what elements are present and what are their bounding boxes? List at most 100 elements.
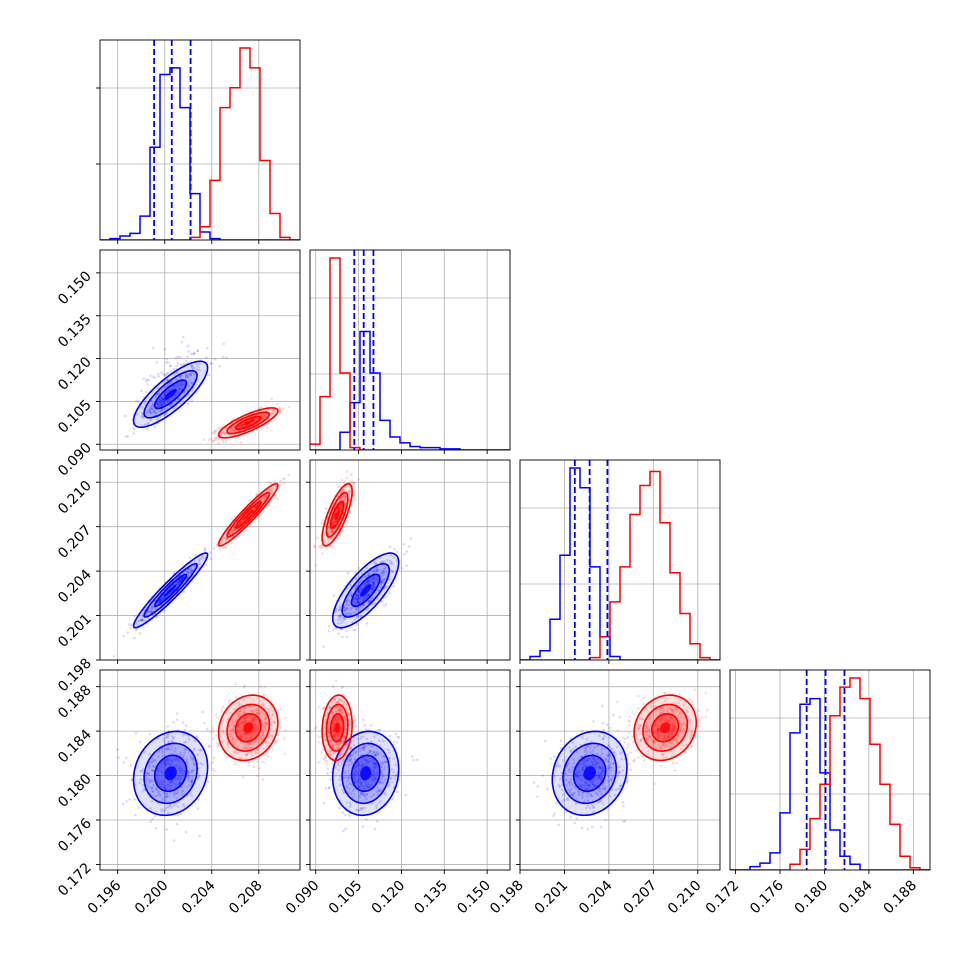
scatter-point [221, 719, 225, 723]
scatter-point [150, 800, 154, 803]
scatter-point [191, 388, 194, 392]
scatter-point [323, 734, 326, 737]
scatter-point [165, 390, 168, 394]
scatter-point [370, 587, 374, 591]
scatter-point [174, 378, 178, 381]
scatter-point [228, 698, 231, 702]
scatter-point [238, 521, 242, 525]
scatter-point [237, 436, 240, 439]
scatter-point [348, 814, 352, 818]
scatter-point [371, 583, 374, 587]
scatter-point [343, 494, 346, 498]
scatter-point [149, 779, 153, 782]
scatter-point [220, 438, 224, 442]
scatter-point [365, 798, 368, 801]
scatter-point [369, 760, 372, 763]
scatter-point [339, 741, 342, 745]
scatter-point [189, 561, 193, 565]
scatter-point [175, 791, 178, 795]
scatter-point [341, 490, 344, 493]
scatter-point [335, 756, 339, 759]
scatter-point [356, 599, 359, 602]
scatter-point [201, 710, 205, 714]
scatter-point [239, 440, 243, 444]
scatter-point [582, 761, 586, 764]
scatter-point [610, 777, 613, 780]
scatter-point [149, 406, 152, 409]
scatter-point [675, 762, 679, 765]
scatter-point [246, 751, 250, 755]
scatter-point [256, 725, 260, 729]
scatter-point [599, 825, 603, 829]
scatter-point [372, 577, 376, 581]
scatter-point [151, 407, 155, 411]
scatter-point [264, 717, 267, 721]
scatter-point [153, 794, 156, 798]
scatter-point [135, 413, 139, 416]
scatter-point [365, 758, 369, 762]
scatter-point [384, 595, 387, 599]
scatter-point [348, 608, 352, 612]
scatter-point [349, 803, 352, 806]
scatter-point [159, 401, 163, 405]
scatter-point [323, 706, 326, 710]
scatter-point [392, 585, 395, 588]
scatter-point [588, 784, 591, 787]
scatter-point [143, 750, 146, 754]
scatter-point [338, 506, 341, 510]
scatter-point [147, 772, 151, 776]
scatter-point [573, 821, 577, 825]
scatter-point [190, 570, 193, 574]
contour-line-1 [234, 712, 262, 743]
scatter-point [354, 772, 357, 776]
scatter-point [138, 781, 141, 785]
scatter-point [372, 575, 376, 579]
contour-line-0 [132, 730, 209, 817]
scatter-point [335, 705, 339, 709]
scatter-point [258, 738, 262, 741]
scatter-point [564, 810, 567, 813]
scatter-point [343, 495, 347, 498]
scatter-point [327, 731, 331, 734]
scatter-point [164, 798, 167, 802]
scatter-point [251, 710, 254, 714]
scatter-point [365, 580, 369, 584]
scatter-point [271, 713, 274, 717]
scatter-point [354, 576, 357, 580]
scatter-point [158, 599, 161, 603]
scatter-point [160, 409, 163, 413]
scatter-point [360, 792, 364, 795]
scatter-point [338, 708, 342, 711]
scatter-point [190, 778, 194, 782]
scatter-point [180, 383, 183, 386]
scatter-point [343, 498, 346, 501]
scatter-point [148, 779, 152, 783]
scatter-point [189, 373, 192, 377]
scatter-point [275, 403, 279, 406]
scatter-point [148, 732, 152, 736]
scatter-point [391, 780, 394, 784]
scatter-point [242, 686, 246, 689]
scatter-point [336, 507, 339, 511]
scatter-point [140, 618, 144, 622]
scatter-point [374, 762, 377, 765]
scatter-point [337, 743, 341, 746]
scatter-point [230, 518, 234, 521]
scatter-point [279, 409, 282, 412]
scatter-point [159, 404, 163, 408]
scatter-point [345, 635, 349, 639]
scatter-point [161, 397, 164, 400]
scatter-point [312, 544, 316, 548]
scatter-point [169, 780, 172, 784]
scatter-point [281, 407, 285, 410]
scatter-point [379, 765, 383, 769]
scatter-point [337, 718, 340, 721]
scatter-point [176, 805, 180, 808]
scatter-point [626, 779, 629, 783]
scatter-point [265, 722, 268, 725]
scatter-point [174, 758, 178, 761]
scatter-point [353, 597, 357, 601]
scatter-point [372, 769, 375, 773]
scatter-point [363, 806, 367, 810]
scatter-point [184, 359, 188, 362]
